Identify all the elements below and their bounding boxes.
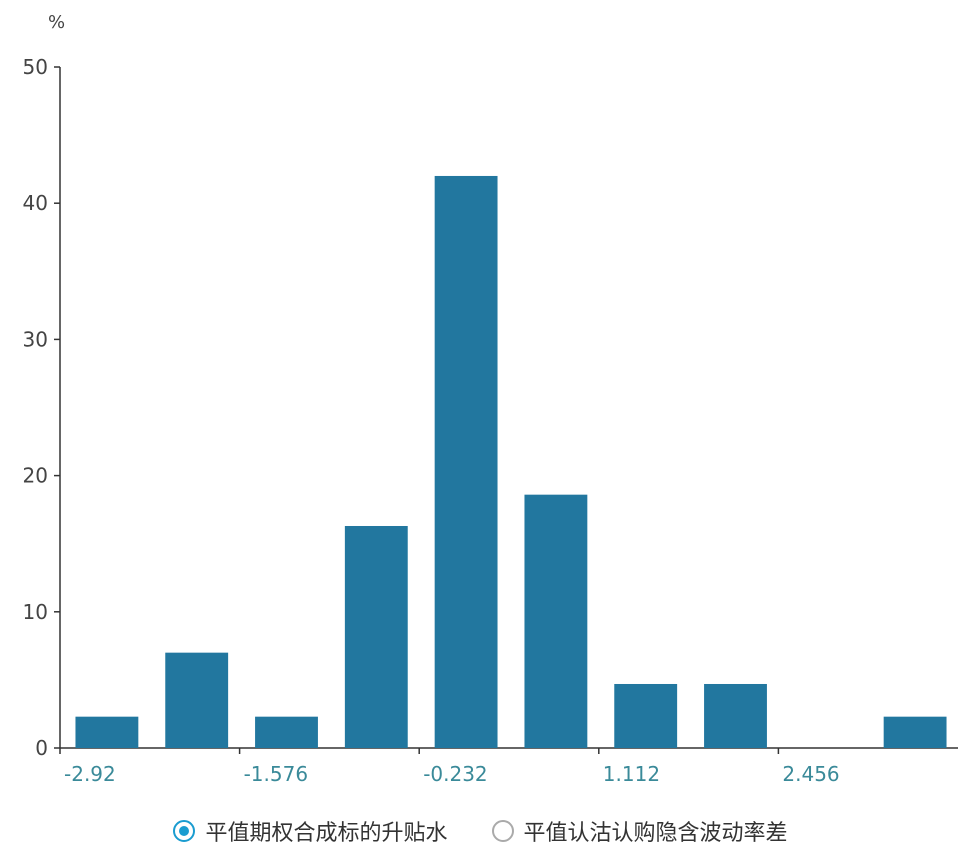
y-tick-label: 30 [23, 327, 48, 351]
y-tick-label: 10 [23, 600, 48, 624]
y-tick-label: 20 [23, 464, 48, 488]
legend-item-synthetic-basis[interactable]: 平值期权合成标的升贴水 [173, 815, 448, 847]
histogram-chart: % 0 10 20 30 40 50 -2.92 -1.576 -0.232 1.112 2.456 [23, 12, 958, 786]
y-axis-unit-label: % [48, 12, 65, 33]
bars [75, 175, 947, 748]
radio-button-icon[interactable] [173, 820, 196, 842]
legend-item-iv-spread[interactable]: 平值认沽认购隐含波动率差 [491, 815, 788, 847]
histogram-bar [614, 683, 678, 748]
histogram-bar [255, 716, 318, 748]
radio-button-icon[interactable] [491, 820, 514, 842]
y-tick-label: 40 [23, 191, 48, 215]
histogram-bar [344, 525, 408, 748]
histogram-bar [704, 683, 767, 748]
y-tick-label: 0 [35, 736, 48, 760]
x-tick-label: 2.456 [782, 762, 839, 786]
legend-item-label: 平值认沽认购隐含波动率差 [523, 821, 788, 846]
x-tick-label: -1.576 [244, 762, 308, 786]
legend: 平值期权合成标的升贴水 平值认沽认购隐含波动率差 [0, 808, 961, 854]
y-tick-label: 50 [23, 55, 48, 79]
histogram-bar [524, 494, 588, 748]
x-tick-label: -0.232 [423, 762, 487, 786]
x-tick-label: 1.112 [603, 762, 660, 786]
histogram-bar [883, 716, 947, 748]
histogram-bar [434, 175, 498, 748]
x-tick-label: -2.92 [64, 762, 116, 786]
legend-item-label: 平值期权合成标的升贴水 [205, 821, 448, 846]
histogram-bar [165, 652, 229, 748]
histogram-bar [75, 716, 139, 748]
axes: 0 10 20 30 40 50 -2.92 -1.576 -0.232 1.112 2.456 [23, 55, 958, 786]
